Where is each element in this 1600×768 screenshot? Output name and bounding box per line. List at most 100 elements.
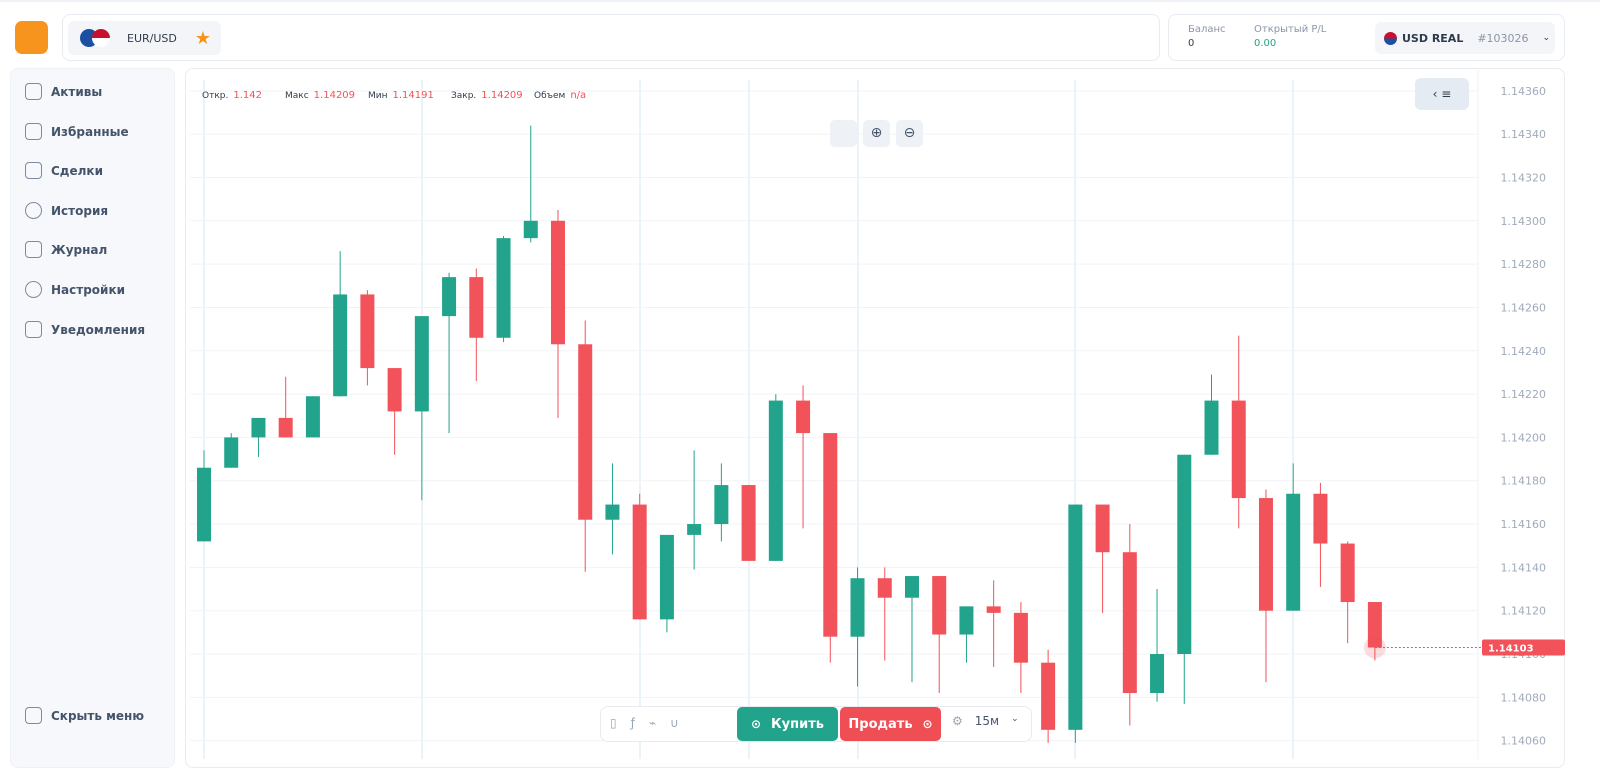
top-border [0,0,1600,2]
menu-item[interactable]: Уведомления [25,321,145,338]
chart-card [185,68,1565,768]
legend-value: 1.14209 [481,90,523,101]
legend-value: 1.142 [233,90,262,101]
sell-button[interactable]: Продать ⊙ [840,707,941,741]
flag-us [92,29,110,47]
y-tick-label: 1.14360 [1501,85,1547,98]
candle-body [932,576,947,635]
menu-label: Избранные [51,124,129,139]
menu-item[interactable]: История [25,202,108,219]
candle-body [1041,662,1056,730]
y-tick-label: 1.14080 [1501,691,1547,704]
last-price-box [1482,639,1565,656]
last-price-label: 1.14103 [1488,644,1534,655]
legend-item: Мин 1.14191 [368,90,451,101]
pl: 0.00 [1254,38,1277,49]
candle-body [687,524,702,535]
account-select[interactable]: USD REAL #103026 ⌄ [1375,22,1555,54]
y-tick-label: 1.14240 [1501,345,1547,358]
y-tick-label: 1.14060 [1501,735,1547,748]
candle-body [1258,498,1273,611]
symbol-tab[interactable]: EUR/USD ★ [68,21,221,55]
candle-body [387,368,402,412]
sidebar: Активы Избранные Сделки История Журнал Н… [10,68,175,768]
candle-body [1095,504,1110,553]
favorite-star[interactable]: ★ [194,27,211,49]
candle-body [768,400,783,561]
timeframe-select[interactable]: ⚙ 15м ⌄ [952,714,1019,728]
menu-label: Журнал [51,242,108,257]
menu-item[interactable]: Активы [25,83,102,100]
logo[interactable] [15,21,48,54]
legend-label: Откр. [202,91,229,101]
y-tick-label: 1.14180 [1501,475,1547,488]
legend-value: n/a [570,90,587,101]
symbol: EUR/USD [127,31,177,45]
candle-body [1122,552,1137,694]
flag-us [1384,31,1397,45]
menu-label: Активы [51,84,103,99]
y-tick-label: 1.14140 [1501,561,1547,574]
candle-body [959,606,974,635]
candle-body [1068,504,1083,730]
candle-body [523,220,538,239]
candle-body [632,504,647,620]
buy-button[interactable]: ⊙ Купить [737,707,838,741]
candle-body [823,433,838,637]
menu-item[interactable]: Избранные [25,123,129,140]
account-id: #103026 [1477,31,1529,45]
candle-body [1340,543,1355,603]
candle-body [251,417,266,438]
candle-body [1286,493,1301,611]
candle-body [659,534,674,620]
y-tick-label: 1.14160 [1501,518,1547,531]
candle-body [850,578,865,637]
menu-item[interactable]: Журнал [25,241,107,258]
timeframe: 15м [974,714,1000,728]
collapse-label: Скрыть меню [51,708,145,723]
menu-label: Сделки [51,163,103,178]
menu-item[interactable]: Сделки [25,162,103,179]
ohlc-legend: Откр. 1.142 Макс 1.14209 Мин 1.14191 Закр. 1.14… [202,90,617,101]
menu-label: История [51,203,109,218]
candle-body [605,504,620,520]
candle-body [578,344,593,520]
y-tick-label: 1.14120 [1501,605,1547,618]
legend-label: Закр. [451,91,477,101]
candle-body [360,294,375,369]
legend-value: 1.14209 [313,90,356,101]
candle-body [1231,400,1246,499]
tool-icons[interactable]: ▯ƒ⌁∪ [610,716,693,730]
candle-body [877,578,892,598]
candle-body [1177,454,1192,655]
pl-label: Открытый P/L [1254,24,1327,35]
zoom-out[interactable]: ⊖ [896,120,923,147]
candle-body [197,467,211,542]
center-button[interactable] [830,120,857,147]
sell-label: Продать [848,716,913,732]
panel-toggle[interactable]: ‹ ≡ [1415,78,1469,110]
y-tick-label: 1.14220 [1501,388,1547,401]
menu-item[interactable]: Настройки [25,281,125,298]
y-tick-label: 1.14300 [1501,215,1547,228]
legend-item: Макс 1.14209 [285,90,368,101]
zoom-in[interactable]: ⊕ [863,120,890,147]
candle-body [224,437,239,468]
legend-item: Откр. 1.142 [202,90,285,101]
collapse-menu[interactable]: Скрыть меню [25,707,144,724]
menu-label: Настройки [51,282,126,297]
candle-body [305,396,320,438]
buy-label: Купить [771,716,824,732]
candle-body [442,277,457,317]
top-bar [62,14,1160,61]
candle-body [1150,654,1165,694]
candle-body [986,606,1001,613]
candle-body [550,220,565,345]
candle-body [1013,612,1028,663]
candle-body [278,417,293,438]
candle-body [904,576,919,598]
balance: 0 [1188,38,1195,49]
y-tick-label: 1.14320 [1501,171,1547,184]
